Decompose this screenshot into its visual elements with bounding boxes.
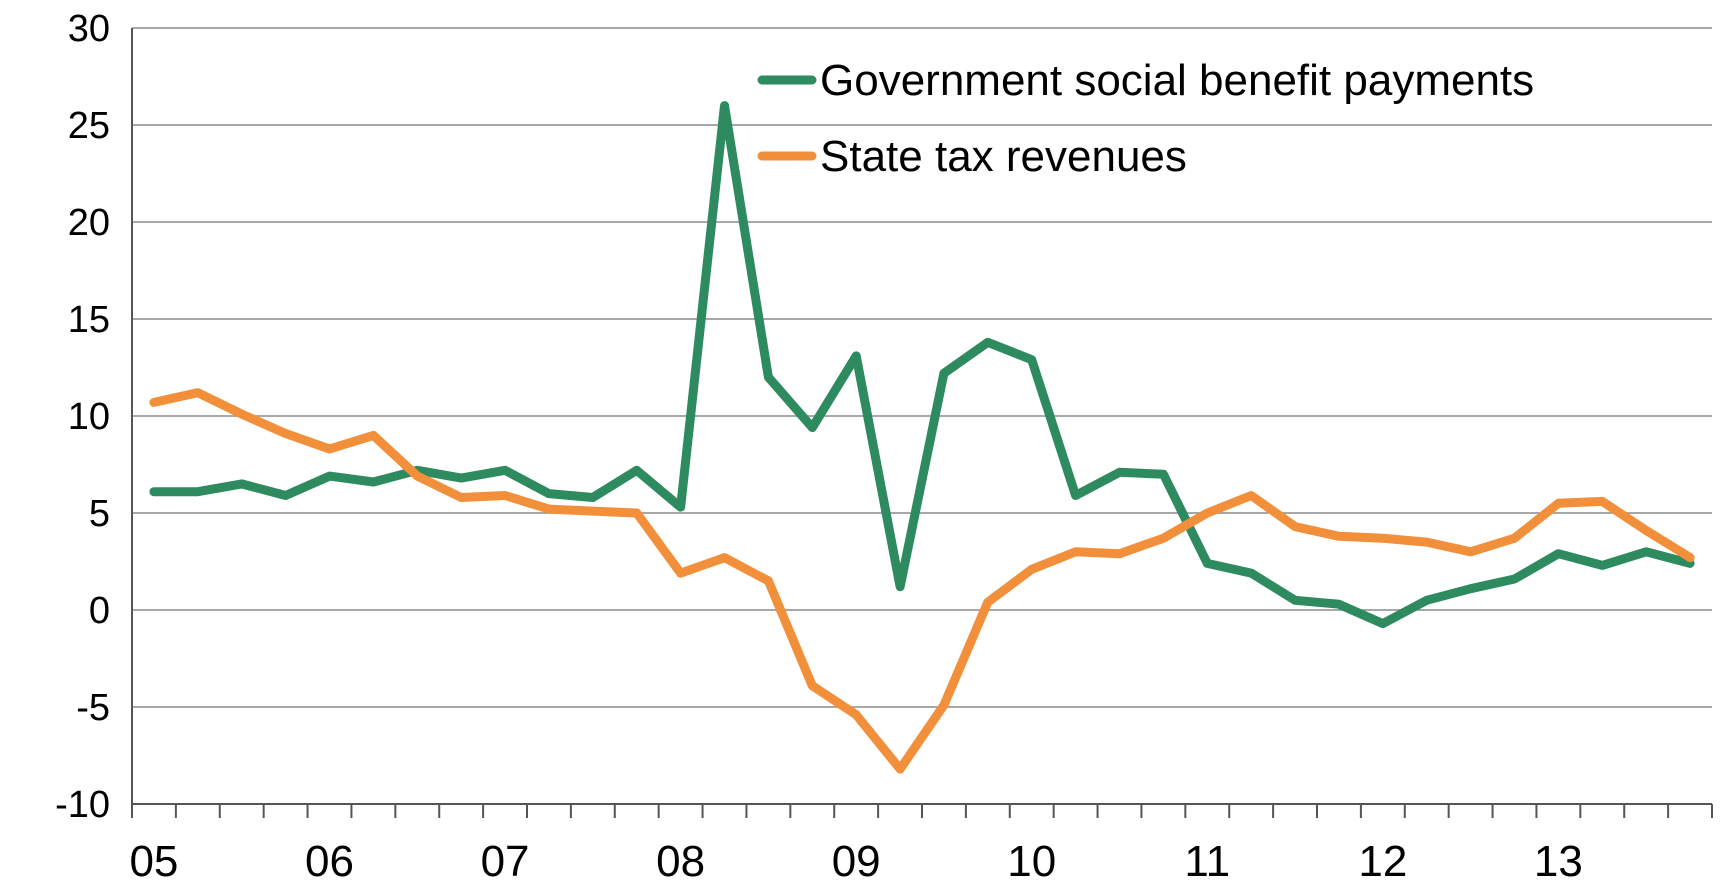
x-tick-label: 08 [656, 837, 705, 886]
legend-label: Government social benefit payments [820, 56, 1534, 105]
x-tick-label: 10 [1007, 837, 1056, 886]
x-tick-label: 11 [1184, 837, 1230, 886]
y-tick-label: 15 [68, 299, 110, 341]
y-tick-label: -5 [76, 687, 110, 729]
y-tick-label: 25 [68, 105, 110, 147]
x-tick-label: 12 [1358, 837, 1407, 886]
axes: 30 25 20 15 10 5 0 -5 -10 05 06 07 08 09 10 11 12 13 [55, 8, 1713, 886]
y-tick-label: 5 [89, 493, 110, 535]
x-tick-label: 09 [832, 837, 881, 886]
grid-lines [132, 27, 1712, 708]
y-tick-label: -10 [55, 784, 110, 826]
series-line-state-tax-revenues [149, 388, 1695, 774]
x-tick-label: 05 [129, 837, 178, 886]
y-tick-label: 10 [68, 396, 110, 438]
series-layer [149, 101, 1695, 774]
x-tick-label: 07 [481, 837, 530, 886]
y-tick-label: 30 [68, 8, 110, 50]
y-tick-label: 0 [89, 590, 110, 632]
x-tick-label: 13 [1534, 837, 1583, 886]
legend-label: State tax revenues [820, 132, 1187, 181]
x-tick-label: 06 [305, 837, 354, 886]
legend: Government social benefit payments State … [757, 56, 1534, 181]
y-tick-label: 20 [68, 202, 110, 244]
